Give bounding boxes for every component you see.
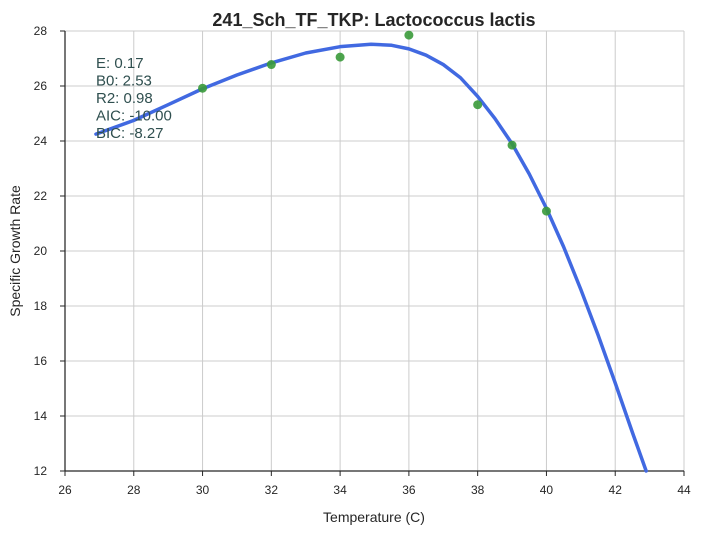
data-point — [473, 100, 483, 110]
data-point — [198, 83, 208, 93]
data-point — [335, 52, 345, 62]
fit-curve — [94, 42, 648, 473]
x-tick-label: 28 — [127, 483, 141, 497]
x-tick-label: 40 — [540, 483, 554, 497]
data-point — [507, 140, 517, 150]
data-point — [266, 60, 276, 70]
fit-stat-line: B0: 2.53 — [96, 73, 152, 90]
grid — [64, 30, 685, 472]
y-tick-label: 16 — [34, 354, 48, 368]
y-tick-label: 12 — [34, 464, 48, 478]
x-tick-label: 44 — [677, 483, 691, 497]
y-tick-label: 22 — [34, 189, 48, 203]
x-tick-label: 34 — [333, 483, 347, 497]
x-tick-label: 36 — [402, 483, 416, 497]
y-tick-label: 26 — [34, 79, 48, 93]
y-axis-label: Specific Growth Rate — [7, 185, 23, 317]
fit-stat-line: R2: 0.98 — [96, 90, 153, 107]
y-tick-label: 28 — [34, 24, 48, 38]
x-tick-label: 26 — [58, 483, 72, 497]
ticks: 26 28 30 32 34 36 38 40 42 44 12 14 16 18 20 22 24 26 28 — [34, 24, 691, 497]
fit-stat-line: AIC: -10.00 — [96, 108, 172, 125]
y-tick-label: 14 — [34, 409, 48, 423]
y-tick-label: 20 — [34, 244, 48, 258]
x-tick-label: 38 — [471, 483, 485, 497]
x-axis-label: Temperature (C) — [323, 509, 425, 525]
data-point — [404, 30, 414, 40]
x-tick-label: 32 — [265, 483, 279, 497]
x-tick-label: 30 — [196, 483, 210, 497]
data-point — [541, 206, 551, 216]
fit-curve-layer — [94, 42, 648, 473]
y-tick-label: 18 — [34, 299, 48, 313]
y-tick-label: 24 — [34, 134, 48, 148]
fit-stat-line: E: 0.17 — [96, 55, 144, 72]
chart-title: 241_Sch_TF_TKP: Lactococcus lactis — [212, 10, 535, 30]
data-points — [198, 30, 551, 216]
fit-stat-line: BIC: -8.27 — [96, 125, 164, 142]
x-tick-label: 42 — [609, 483, 623, 497]
